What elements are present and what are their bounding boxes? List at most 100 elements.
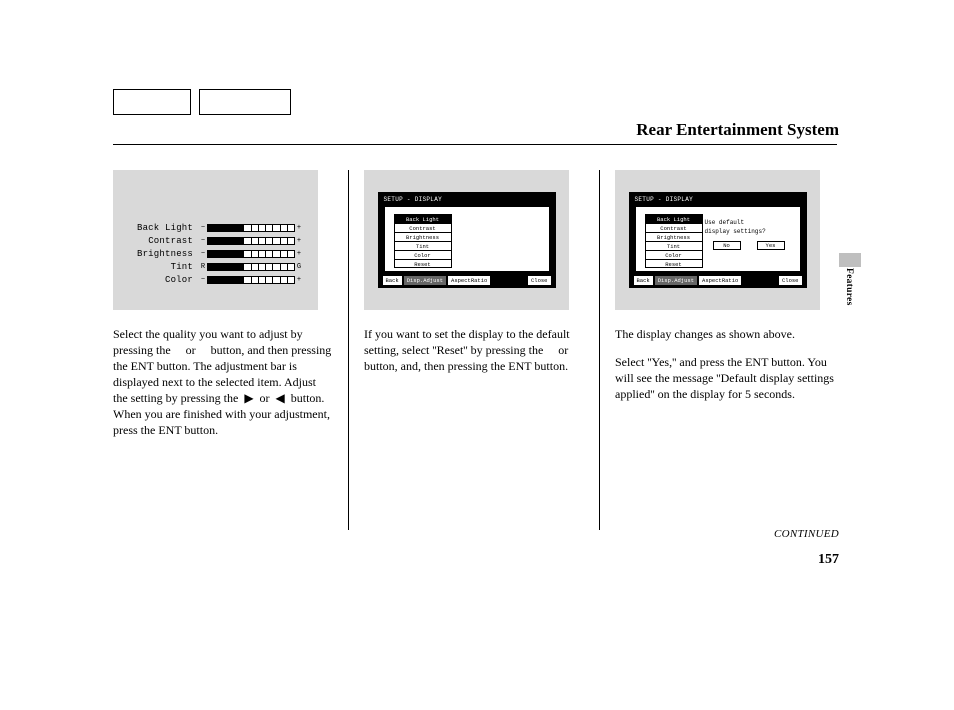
thumb-tab <box>839 253 861 267</box>
bar-segment <box>230 251 237 257</box>
section-label: Features <box>844 268 854 306</box>
bar-track <box>207 276 295 284</box>
menu-item: Color <box>645 250 703 259</box>
column-3: SETUP - DISPLAY Back LightContrastBright… <box>615 170 835 530</box>
fig1-label: Contrast <box>125 235 193 248</box>
bar-segment <box>259 251 266 257</box>
bar-segment <box>244 251 251 257</box>
bar-segment <box>230 277 237 283</box>
bar-segment <box>281 264 288 270</box>
bar-segment <box>259 277 266 283</box>
bar-segment <box>252 251 259 257</box>
screen-footer: Back Disp.Adjust AspectRatio Close <box>379 273 555 287</box>
col3-paragraph-1: The display changes as shown above. <box>615 326 835 342</box>
title-rule <box>113 144 837 145</box>
bar-left-cap: − <box>199 276 207 284</box>
col1-paragraph: Select the quality you want to adjust by… <box>113 326 333 438</box>
screen-body: Back LightContrastBrightnessTintColorRes… <box>385 207 549 271</box>
fig1-label: Color <box>125 274 193 287</box>
bar-segment <box>288 251 294 257</box>
fig1-label: Brightness <box>125 248 193 261</box>
header-date-boxes <box>113 89 291 115</box>
bar-segment <box>215 251 222 257</box>
bar-segment <box>215 277 222 283</box>
bar-segment <box>208 251 215 257</box>
bar-segment <box>208 264 215 270</box>
bar-segment <box>273 264 280 270</box>
bar-right-cap: + <box>295 224 303 232</box>
bar-segment <box>273 225 280 231</box>
screen-footer: Back Disp.Adjust AspectRatio Close <box>630 273 806 287</box>
bar-segment <box>237 238 244 244</box>
bar-segment <box>266 225 273 231</box>
figure-setup-confirm: SETUP - DISPLAY Back LightContrastBright… <box>615 170 820 310</box>
bar-right-cap: + <box>295 237 303 245</box>
fig1-label: Tint <box>125 261 193 274</box>
bar-segment <box>208 238 215 244</box>
bar-segment <box>237 264 244 270</box>
bar-segment <box>223 277 230 283</box>
menu-item: Contrast <box>645 223 703 232</box>
page-number: 157 <box>818 552 839 568</box>
date-box-right <box>199 89 291 115</box>
bar-segment <box>244 238 251 244</box>
fig1-labels: Back Light Contrast Brightness Tint Colo… <box>125 222 193 287</box>
screen-body: Back LightContrastBrightnessTintColorRes… <box>636 207 800 271</box>
menu-item: Tint <box>394 241 452 250</box>
confirm-buttons: No Yes <box>713 241 785 250</box>
bar-segment <box>288 238 294 244</box>
figure-setup-display: SETUP - DISPLAY Back LightContrastBright… <box>364 170 569 310</box>
screen-setup-display: SETUP - DISPLAY Back LightContrastBright… <box>378 192 556 288</box>
footer-tab: Close <box>779 276 802 285</box>
bar-track <box>207 250 295 258</box>
bar-segment <box>266 277 273 283</box>
bar-segment <box>223 251 230 257</box>
bar-segment <box>244 277 251 283</box>
menu-item: Color <box>394 250 452 259</box>
bar-right-cap: + <box>295 250 303 258</box>
adjustment-bar-row: −+ <box>199 274 303 286</box>
manual-page: Rear Entertainment System Features Back … <box>0 0 954 710</box>
bar-segment <box>259 225 266 231</box>
menu-item: Contrast <box>394 223 452 232</box>
column-divider <box>599 170 600 530</box>
bar-segment <box>230 264 237 270</box>
adjustment-bar-row: RG <box>199 261 303 273</box>
bar-right-cap: G <box>295 263 303 271</box>
bar-segment <box>223 264 230 270</box>
bar-segment <box>259 238 266 244</box>
footer-tab-active: Disp.Adjust <box>655 276 697 285</box>
bar-segment <box>252 264 259 270</box>
prompt-line: Use default <box>705 218 791 227</box>
bar-track <box>207 263 295 271</box>
bar-segment <box>281 238 288 244</box>
bar-segment <box>259 264 266 270</box>
menu-item: Brightness <box>394 232 452 241</box>
column-2: SETUP - DISPLAY Back LightContrastBright… <box>364 170 584 530</box>
bar-track <box>207 237 295 245</box>
bar-segment <box>244 264 251 270</box>
bar-segment <box>244 225 251 231</box>
bar-track <box>207 224 295 232</box>
screen-title: SETUP - DISPLAY <box>630 193 806 206</box>
footer-tab: Close <box>528 276 551 285</box>
menu-item: Brightness <box>645 232 703 241</box>
bar-segment <box>237 251 244 257</box>
fig1-bars: −+−+−+RG−+ <box>199 222 303 287</box>
bar-segment <box>273 238 280 244</box>
footer-tab: Back <box>383 276 402 285</box>
bar-segment <box>266 238 273 244</box>
footer-tab: AspectRatio <box>448 276 490 285</box>
column-1: Back Light Contrast Brightness Tint Colo… <box>113 170 333 530</box>
bar-segment <box>237 277 244 283</box>
bar-right-cap: + <box>295 276 303 284</box>
column-divider <box>348 170 349 530</box>
footer-tab: Back <box>634 276 653 285</box>
bar-segment <box>223 238 230 244</box>
prompt-line: display settings? <box>705 227 791 236</box>
bar-left-cap: − <box>199 250 207 258</box>
screen-setup-confirm: SETUP - DISPLAY Back LightContrastBright… <box>629 192 807 288</box>
page-title: Rear Entertainment System <box>636 120 839 140</box>
bar-segment <box>281 225 288 231</box>
adjustment-bar-row: −+ <box>199 248 303 260</box>
